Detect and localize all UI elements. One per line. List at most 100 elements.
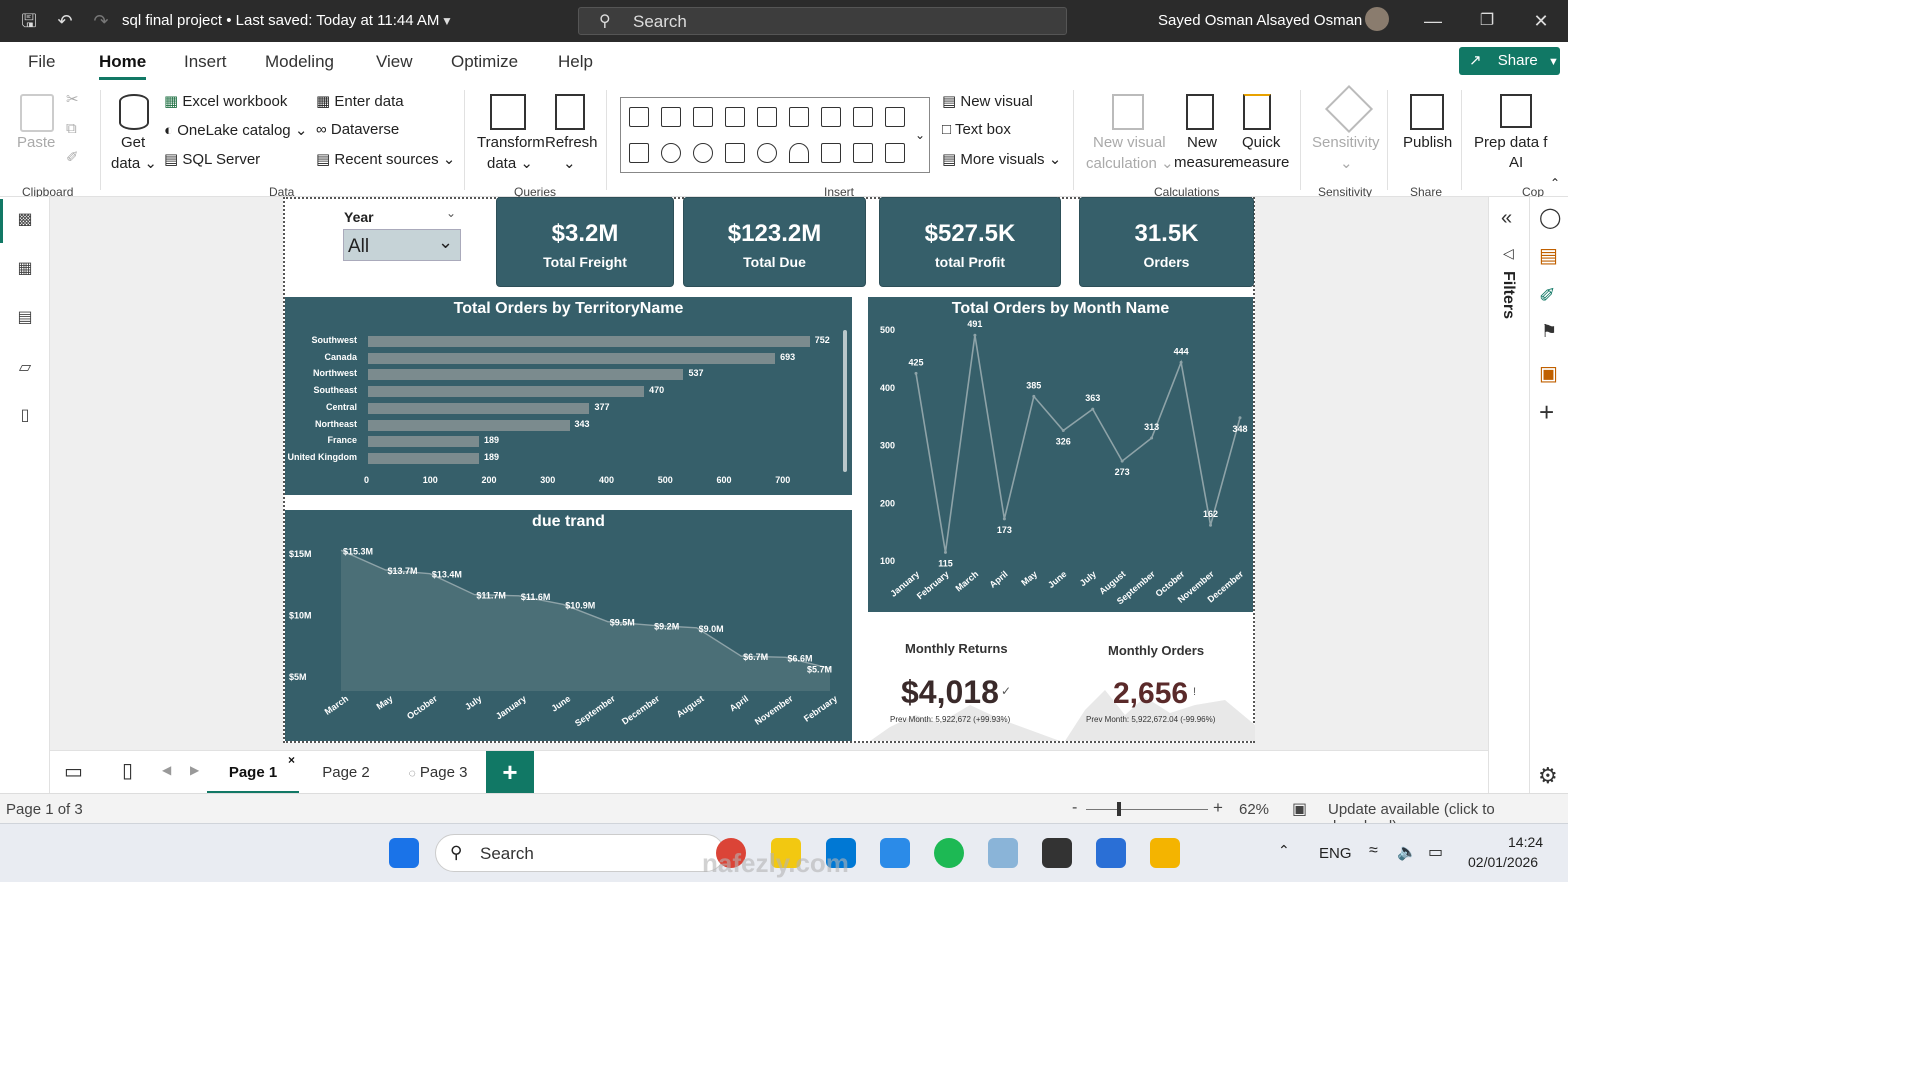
zoom-in-icon[interactable]: + (1213, 798, 1223, 817)
new-visual-calculation-button[interactable]: New visual (1093, 134, 1166, 151)
chevron-up-icon[interactable]: ⌃ (1278, 842, 1290, 858)
bar[interactable] (368, 386, 645, 398)
sql-server-button[interactable]: ▤ SQL Server (164, 151, 261, 168)
territory-bar-chart[interactable]: Total Orders by TerritoryName Southwest 7… (285, 297, 852, 495)
dataverse-button[interactable]: ∞ Dataverse (316, 121, 400, 138)
scatter-chart-icon[interactable] (885, 107, 905, 127)
table-visual-icon[interactable] (853, 143, 873, 163)
powerbi-icon[interactable] (771, 838, 801, 868)
year-slicer-dropdown[interactable]: All ⌄ (343, 229, 461, 261)
more-visuals-button[interactable]: ▤ More visuals ⌄ (942, 151, 1062, 168)
chevron-down-icon[interactable]: ▼ (441, 14, 453, 28)
battery-icon[interactable]: ▭ (1428, 844, 1444, 861)
recent-sources-button[interactable]: ▤ Recent sources ⌄ (316, 151, 456, 168)
zoom-out-icon[interactable]: - (1072, 799, 1078, 816)
transform-data-button[interactable]: Transform (477, 134, 545, 151)
close-icon[interactable]: × (287, 753, 295, 767)
add-page-button[interactable]: + (486, 751, 534, 794)
area-chart-icon[interactable] (853, 107, 873, 127)
funnel-icon[interactable] (629, 143, 649, 163)
chart-scrollbar[interactable] (843, 330, 847, 472)
redo-icon[interactable]: ↷ (93, 11, 109, 31)
kpi-total-freight[interactable]: $3.2M Total Freight (496, 197, 674, 287)
restore-icon[interactable]: ❐ (1479, 12, 1495, 29)
format-visual-icon[interactable]: ✐ (1539, 285, 1556, 307)
matrix-icon[interactable] (885, 143, 905, 163)
menu-insert[interactable]: Insert (184, 52, 227, 71)
azure-data-studio-icon[interactable] (880, 838, 910, 868)
menu-modeling[interactable]: Modeling (265, 52, 334, 71)
bar[interactable] (368, 452, 480, 464)
menu-file[interactable]: File (28, 52, 56, 71)
build-visual-icon[interactable]: ▤ (1539, 245, 1558, 267)
clustered-column-icon[interactable] (725, 107, 745, 127)
stacked-column-icon[interactable] (661, 107, 681, 127)
100-bar-icon[interactable] (757, 107, 777, 127)
file-explorer-icon[interactable] (1150, 838, 1180, 868)
add-pane-icon[interactable]: + (1539, 397, 1555, 427)
onelake-catalog-button[interactable]: ◐ OneLake catalog ⌄ (164, 122, 308, 139)
chevron-down-icon[interactable]: ⌄ (915, 128, 926, 142)
chrome-icon[interactable] (716, 838, 746, 868)
excel-workbook-button[interactable]: ▦ Excel workbook (164, 93, 288, 110)
publish-button[interactable]: Publish (1403, 134, 1453, 151)
visual-gallery[interactable]: ⌄ (620, 97, 930, 173)
clustered-bar-icon[interactable] (693, 107, 713, 127)
table-view-icon[interactable]: ▦ (17, 260, 33, 277)
donut-chart-icon[interactable] (693, 143, 713, 163)
treemap-icon[interactable] (725, 143, 745, 163)
page-tab-1[interactable]: Page 1 × (207, 751, 299, 794)
new-measure-button[interactable]: New (1187, 134, 1218, 151)
sensitivity-button[interactable]: Sensitivity (1312, 134, 1380, 151)
100-column-icon[interactable] (789, 107, 809, 127)
bar[interactable] (368, 352, 776, 364)
report-view-icon[interactable]: ▩ (17, 211, 33, 228)
data-pane-icon[interactable]: ◯ (1539, 207, 1562, 229)
search-box[interactable]: ⚲ Search (578, 7, 1067, 35)
zoom-level[interactable]: 62% (1239, 801, 1270, 818)
search-input[interactable]: Search (633, 12, 687, 31)
language-indicator[interactable]: ENG (1319, 845, 1352, 862)
collapse-ribbon-icon[interactable]: ⌃ (1550, 176, 1561, 190)
volume-icon[interactable]: 🔈 (1397, 844, 1417, 861)
card-value-orders[interactable]: 2,656 (1113, 677, 1189, 710)
enter-data-button[interactable]: ▦ Enter data (316, 93, 404, 110)
quick-measure-button[interactable]: Quick (1242, 134, 1281, 151)
close-icon[interactable]: ✕ (1533, 11, 1549, 31)
fit-to-page-icon[interactable]: ▣ (1292, 801, 1308, 818)
card-icon[interactable] (821, 143, 841, 163)
vscode-icon[interactable] (826, 838, 856, 868)
tmdl-view-icon[interactable]: ▯ (20, 407, 30, 424)
map-icon[interactable] (757, 143, 777, 163)
spotify-icon[interactable] (934, 838, 964, 868)
prep-data-button[interactable]: Prep data f (1474, 134, 1548, 151)
page-tab-2[interactable]: Page 2 (322, 764, 370, 781)
windows-start-icon[interactable] (389, 838, 419, 868)
prev-page-icon[interactable]: ◀ (162, 763, 172, 777)
stacked-bar-icon[interactable] (629, 107, 649, 127)
copy-icon[interactable]: ⧉ (66, 120, 77, 137)
bar[interactable] (368, 436, 480, 448)
chevron-down-icon[interactable]: ⌄ (563, 155, 576, 172)
selection-pane-icon[interactable]: ▣ (1539, 363, 1558, 385)
gauge-icon[interactable] (789, 143, 809, 163)
clock-date[interactable]: 02/01/2026 (1468, 854, 1539, 870)
zoom-slider-thumb[interactable] (1117, 802, 1121, 816)
collapse-panes-icon[interactable]: « (1501, 207, 1513, 229)
clock-time[interactable]: 14:24 (1508, 834, 1544, 850)
refresh-button[interactable]: Refresh (545, 134, 598, 151)
filter-icon[interactable]: ◁ (1503, 245, 1514, 261)
month-line-chart[interactable]: Total Orders by Month Name 500 400 300 200 1… (868, 297, 1253, 612)
avatar[interactable] (1365, 7, 1389, 31)
menu-home[interactable]: Home (99, 52, 147, 80)
model-view-icon[interactable]: ▤ (17, 309, 33, 326)
undo-icon[interactable]: ↶ (57, 11, 73, 31)
format-painter-icon[interactable]: ✐ (66, 149, 79, 166)
card-value-returns[interactable]: $4,018 (901, 674, 999, 710)
text-box-button[interactable]: □ Text box (942, 121, 1011, 138)
cut-icon[interactable]: ✂ (66, 91, 79, 108)
taskbar-search[interactable]: ⚲ Search (435, 834, 725, 872)
zoom-slider[interactable] (1086, 809, 1208, 810)
paste-button[interactable]: Paste (17, 134, 56, 151)
bar[interactable] (368, 336, 810, 347)
